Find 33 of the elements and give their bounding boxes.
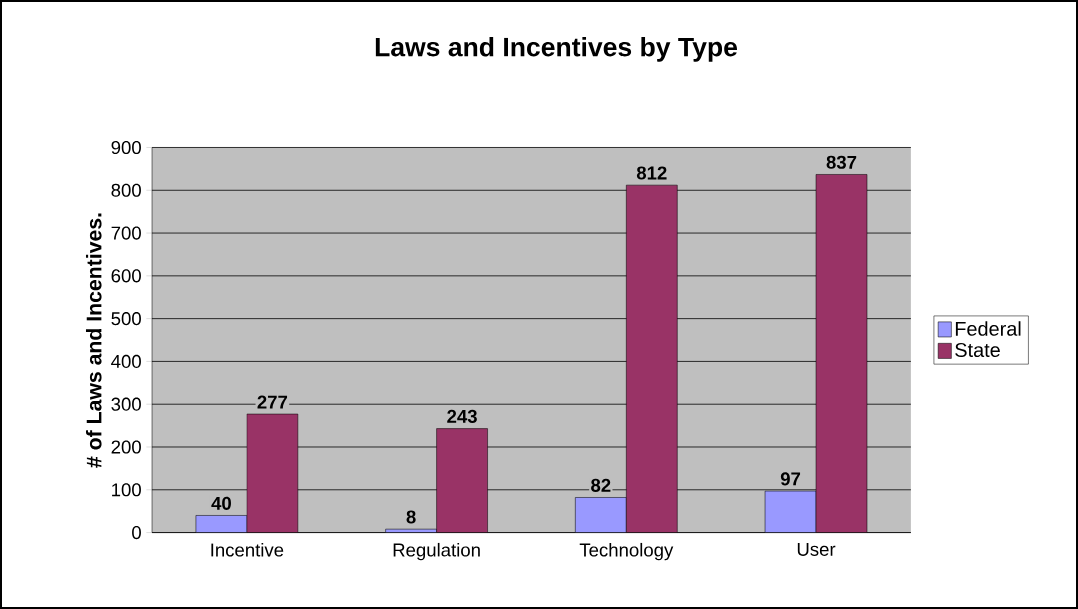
y-tick-label: 900 — [111, 140, 141, 155]
data-label: 837 — [826, 155, 857, 169]
y-tick-label: 700 — [111, 226, 141, 240]
data-label: 97 — [780, 472, 801, 486]
bar — [195, 515, 247, 533]
chart-title: Laws and Incentives by Type — [375, 36, 738, 62]
y-tick-label: 500 — [111, 312, 141, 326]
y-tick-label: 200 — [111, 440, 141, 454]
data-label: 8 — [406, 510, 416, 524]
x-tick-label: User — [797, 542, 836, 556]
data-label: 243 — [447, 409, 477, 423]
bar — [626, 185, 678, 533]
bar — [764, 490, 817, 533]
x-tick-label: Incentive — [211, 542, 284, 557]
y-tick-label: 0 — [132, 525, 141, 540]
y-tick-label: 400 — [111, 354, 141, 368]
legend-label: State — [955, 342, 1000, 357]
x-tick-label: Technology — [579, 542, 674, 561]
legend-label: Federal — [955, 321, 1021, 336]
bar — [815, 174, 868, 533]
bar — [575, 497, 627, 533]
bar — [436, 428, 488, 533]
data-label: 277 — [257, 395, 288, 409]
y-tick-label: 800 — [111, 183, 141, 197]
data-label: 812 — [636, 166, 667, 180]
y-tick-label: 100 — [112, 483, 141, 497]
bar — [246, 414, 298, 533]
y-axis-title: # of Laws and Incentives. — [85, 213, 102, 468]
y-tick-label: 300 — [111, 397, 141, 411]
data-label: 82 — [591, 478, 611, 492]
data-label: 40 — [211, 496, 231, 510]
y-tick-label: 600 — [111, 269, 141, 283]
x-tick-label: Regulation — [393, 542, 480, 561]
